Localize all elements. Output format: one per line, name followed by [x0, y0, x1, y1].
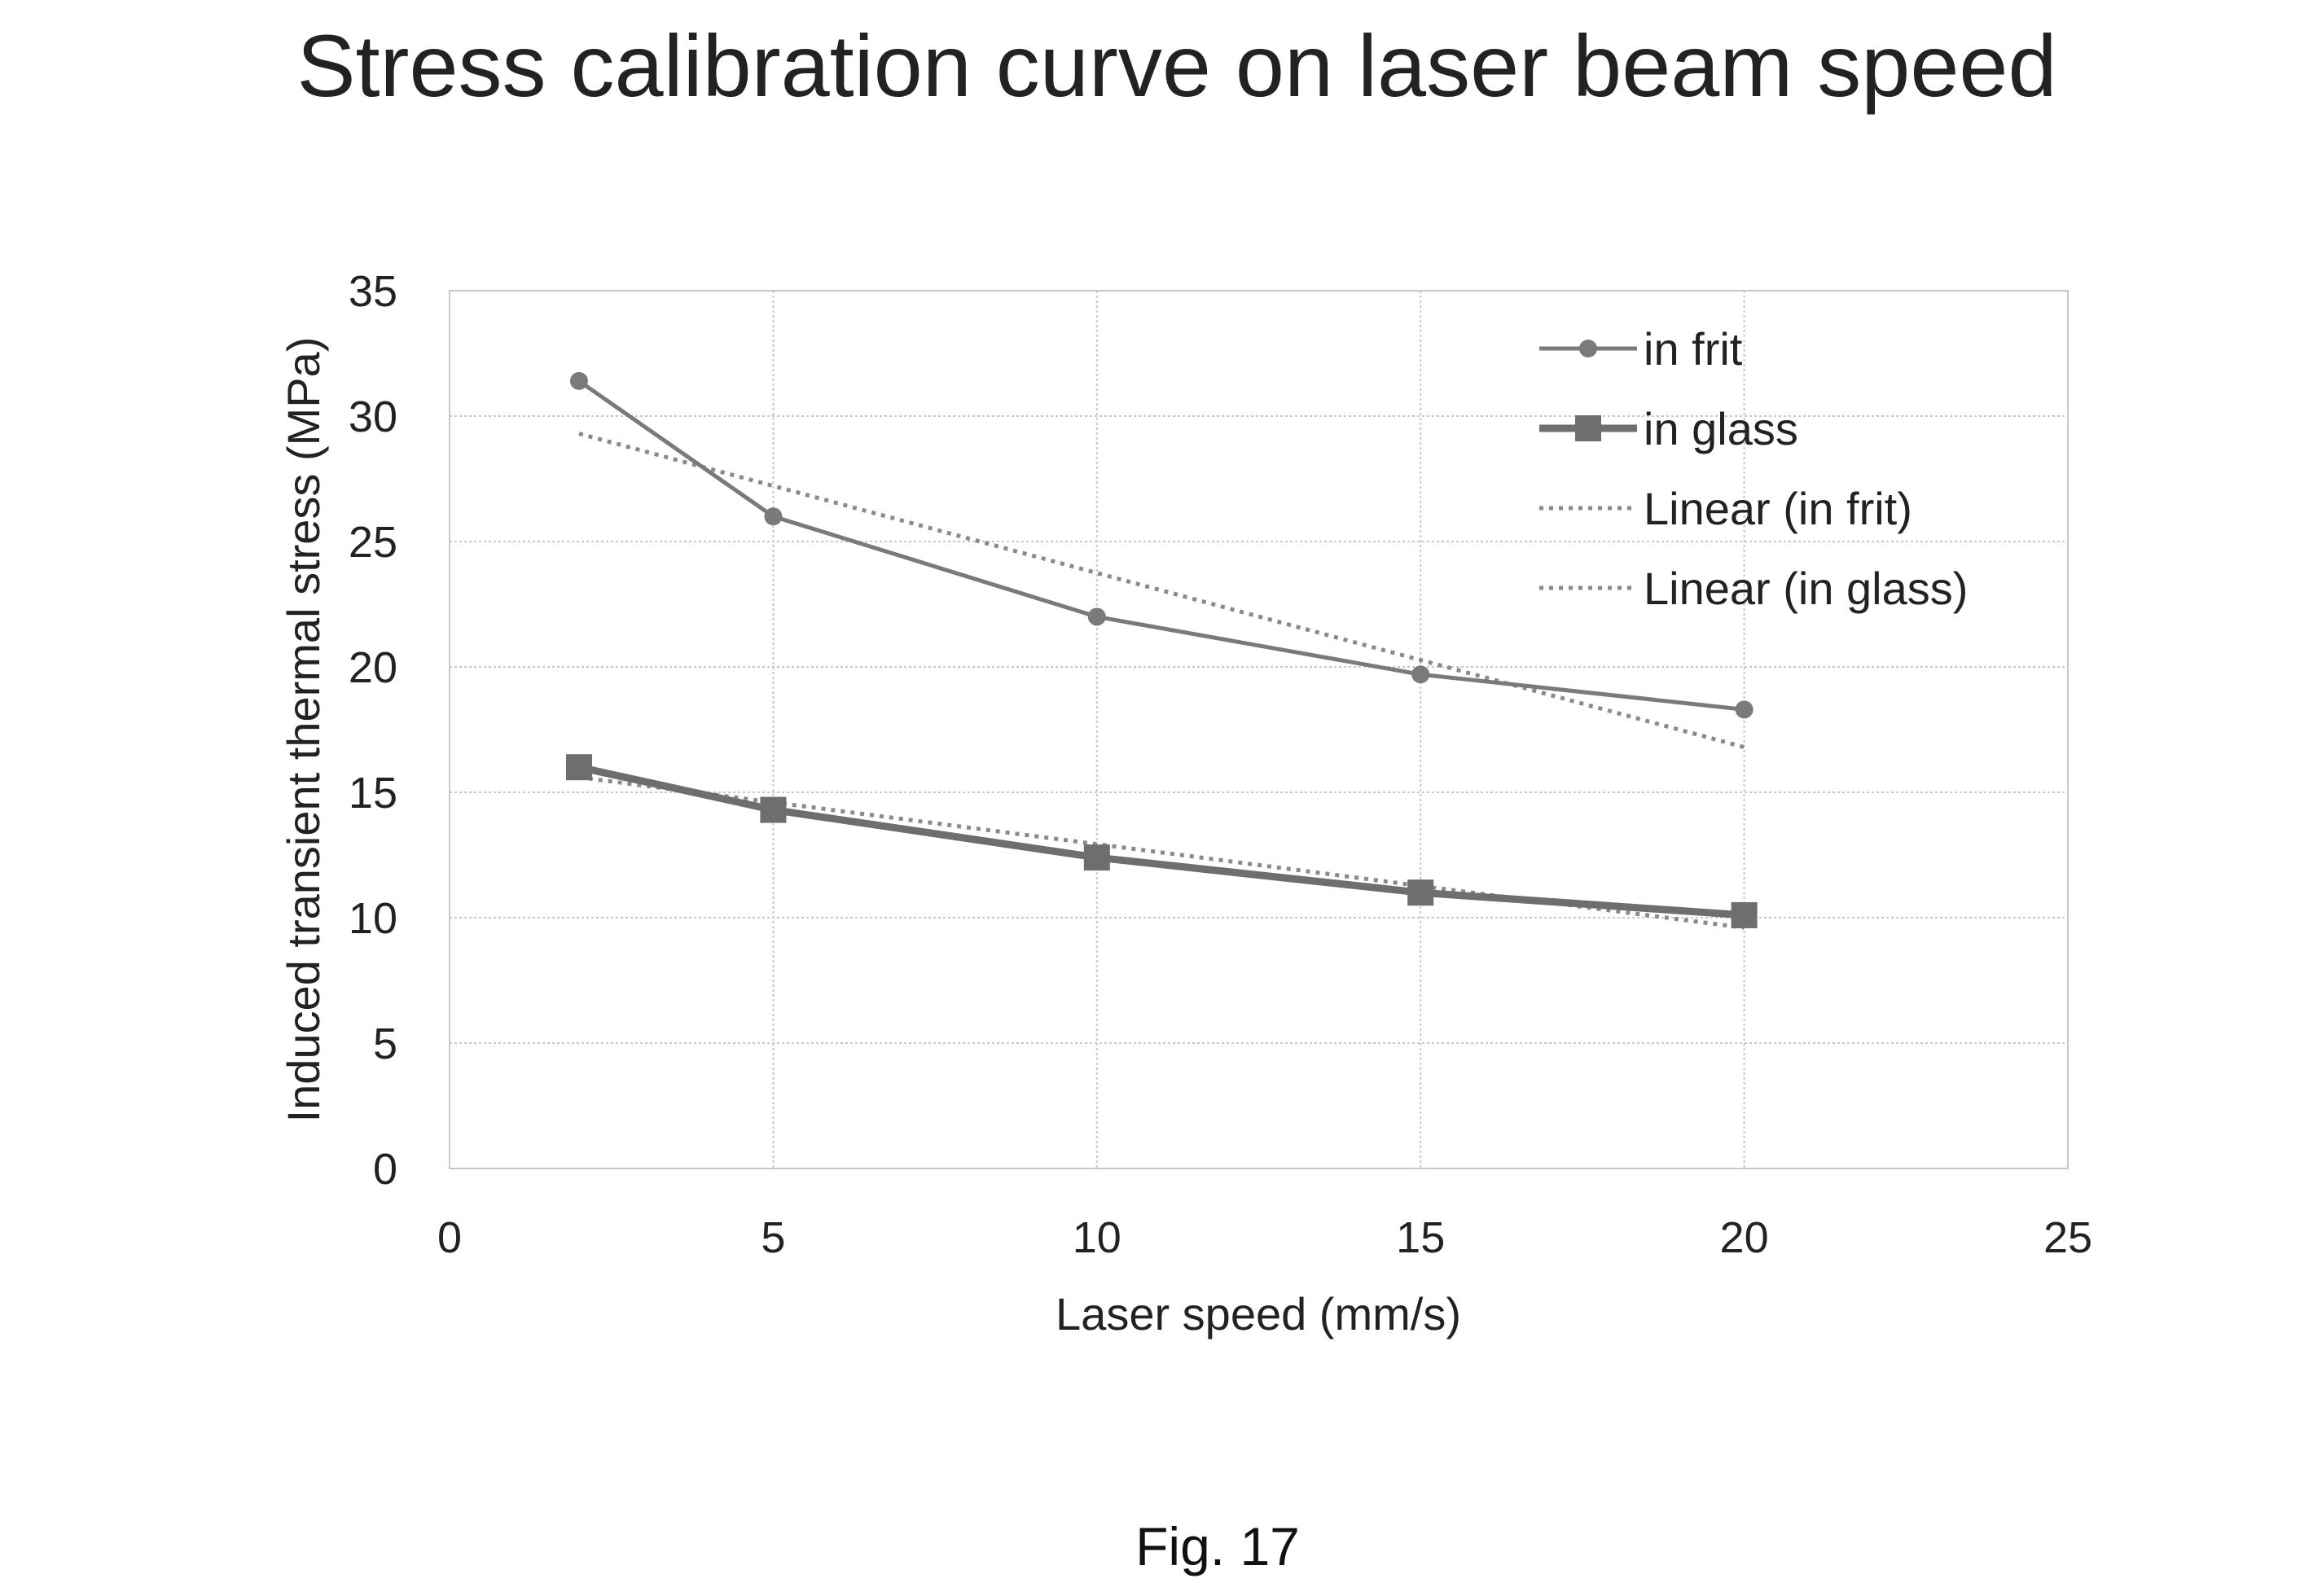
x-tick-label: 20 [1720, 1213, 1769, 1262]
legend-label: Linear (in glass) [1644, 563, 1968, 614]
x-tick-label: 0 [437, 1213, 462, 1262]
legend-label: in frit [1644, 323, 1743, 375]
x-tick-label: 5 [761, 1213, 785, 1262]
y-tick-label: 20 [349, 643, 397, 692]
data-point-square [1407, 879, 1434, 906]
legend-marker-square [1575, 415, 1601, 441]
data-point-square [1083, 844, 1110, 871]
series [565, 371, 1758, 928]
y-tick-label: 30 [349, 392, 397, 441]
trendline-line [578, 432, 1745, 749]
y-tick-label: 0 [373, 1145, 397, 1194]
y-tick-label: 25 [349, 518, 397, 567]
y-axis-ticks: 0 5 10 15 20 25 30 35 [349, 267, 397, 1194]
data-point-circle [1735, 700, 1754, 719]
x-tick-label: 25 [2043, 1213, 2092, 1262]
legend: in frit in glass Linear (in frit) Linear (i… [1539, 323, 1968, 614]
data-point-square [760, 796, 787, 823]
y-tick-label: 15 [349, 769, 397, 818]
figure-caption: Fig. 17 [1135, 1516, 1300, 1576]
chart-title: Stress calibration curve on laser beam s… [296, 16, 2056, 115]
legend-label: in glass [1644, 403, 1798, 454]
x-axis-label: Laser speed (mm/s) [1056, 1288, 1461, 1340]
y-axis-label: Induced transient thermal stress (MPa) [278, 337, 329, 1123]
y-tick-label: 10 [349, 894, 397, 943]
data-point-circle [569, 371, 588, 390]
x-tick-label: 10 [1073, 1213, 1121, 1262]
x-axis-ticks: 0 5 10 15 20 25 [437, 1213, 2092, 1262]
series-line [577, 763, 1745, 919]
legend-label: Linear (in frit) [1644, 483, 1912, 534]
data-point-square [1731, 901, 1758, 928]
grid [450, 291, 2068, 1168]
data-point-circle [1411, 665, 1430, 684]
plot-area [449, 290, 2069, 1169]
data-point-circle [764, 507, 783, 526]
data-point-square [565, 754, 592, 781]
y-tick-label: 5 [373, 1019, 397, 1068]
x-tick-label: 15 [1396, 1213, 1445, 1262]
data-point-circle [1087, 607, 1106, 626]
legend-marker-circle [1579, 340, 1597, 357]
y-tick-label: 35 [349, 267, 397, 316]
